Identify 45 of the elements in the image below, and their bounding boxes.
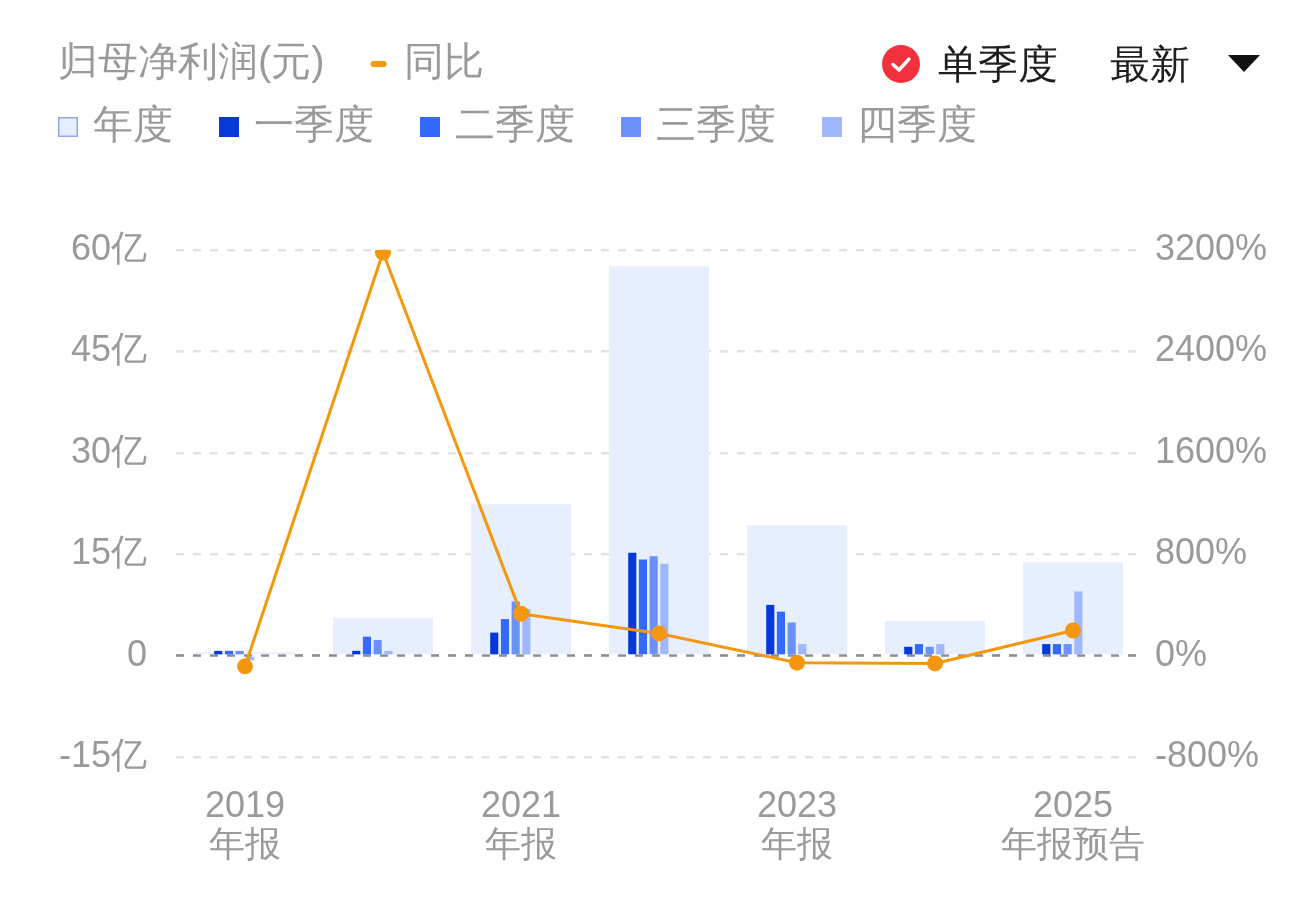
y2-tick-label: 1600%	[1155, 429, 1268, 471]
bar	[490, 632, 499, 655]
y-tick-label: 30亿	[70, 429, 147, 471]
x-tick-label: 2021 年报	[480, 783, 562, 865]
legend-label: 同比	[403, 39, 484, 84]
legend-label: 年度	[93, 102, 173, 147]
bar	[925, 646, 934, 655]
legend-label: 三季度	[656, 102, 776, 147]
bar	[1063, 644, 1072, 655]
bar	[936, 644, 945, 655]
bar	[500, 619, 510, 655]
bar	[798, 644, 807, 655]
bar	[373, 640, 382, 655]
x-tick-label: 2025 年报预告	[1001, 783, 1145, 865]
y2-tick-label: -800%	[1155, 733, 1260, 775]
legend-label: 一季度	[254, 102, 374, 147]
y2-tick-label: 2400%	[1155, 328, 1268, 370]
legend-label: 二季度	[455, 102, 575, 147]
y2-tick-label: 800%	[1155, 531, 1248, 573]
bar	[766, 604, 775, 655]
y-tick-label: 15亿	[70, 531, 147, 573]
bar	[787, 622, 796, 655]
bar	[746, 525, 848, 655]
y-tick-label: -15亿	[58, 733, 147, 775]
y-tick-label: 45亿	[70, 328, 147, 370]
bar	[608, 266, 710, 655]
bar	[1042, 644, 1051, 655]
text: 单季度	[938, 41, 1058, 88]
bar	[904, 646, 913, 655]
x-tick-label: 2023 年报	[756, 783, 838, 865]
text: 最新	[1110, 41, 1190, 88]
x-tick-label: 2019 年报	[204, 783, 286, 865]
y-tick-label: 0	[126, 632, 147, 674]
y2-tick-label: 0%	[1155, 632, 1208, 674]
bar	[1052, 644, 1062, 655]
bar	[332, 617, 434, 655]
bar	[638, 559, 648, 655]
legend-label: 四季度	[857, 102, 977, 147]
chart-title: 归母净利润(元)	[58, 39, 325, 84]
bar	[362, 636, 372, 655]
bar	[776, 611, 786, 655]
bar	[914, 644, 924, 655]
y-tick-label: 60亿	[70, 226, 147, 268]
y2-tick-label: 3200%	[1155, 226, 1268, 268]
bar	[628, 552, 637, 655]
